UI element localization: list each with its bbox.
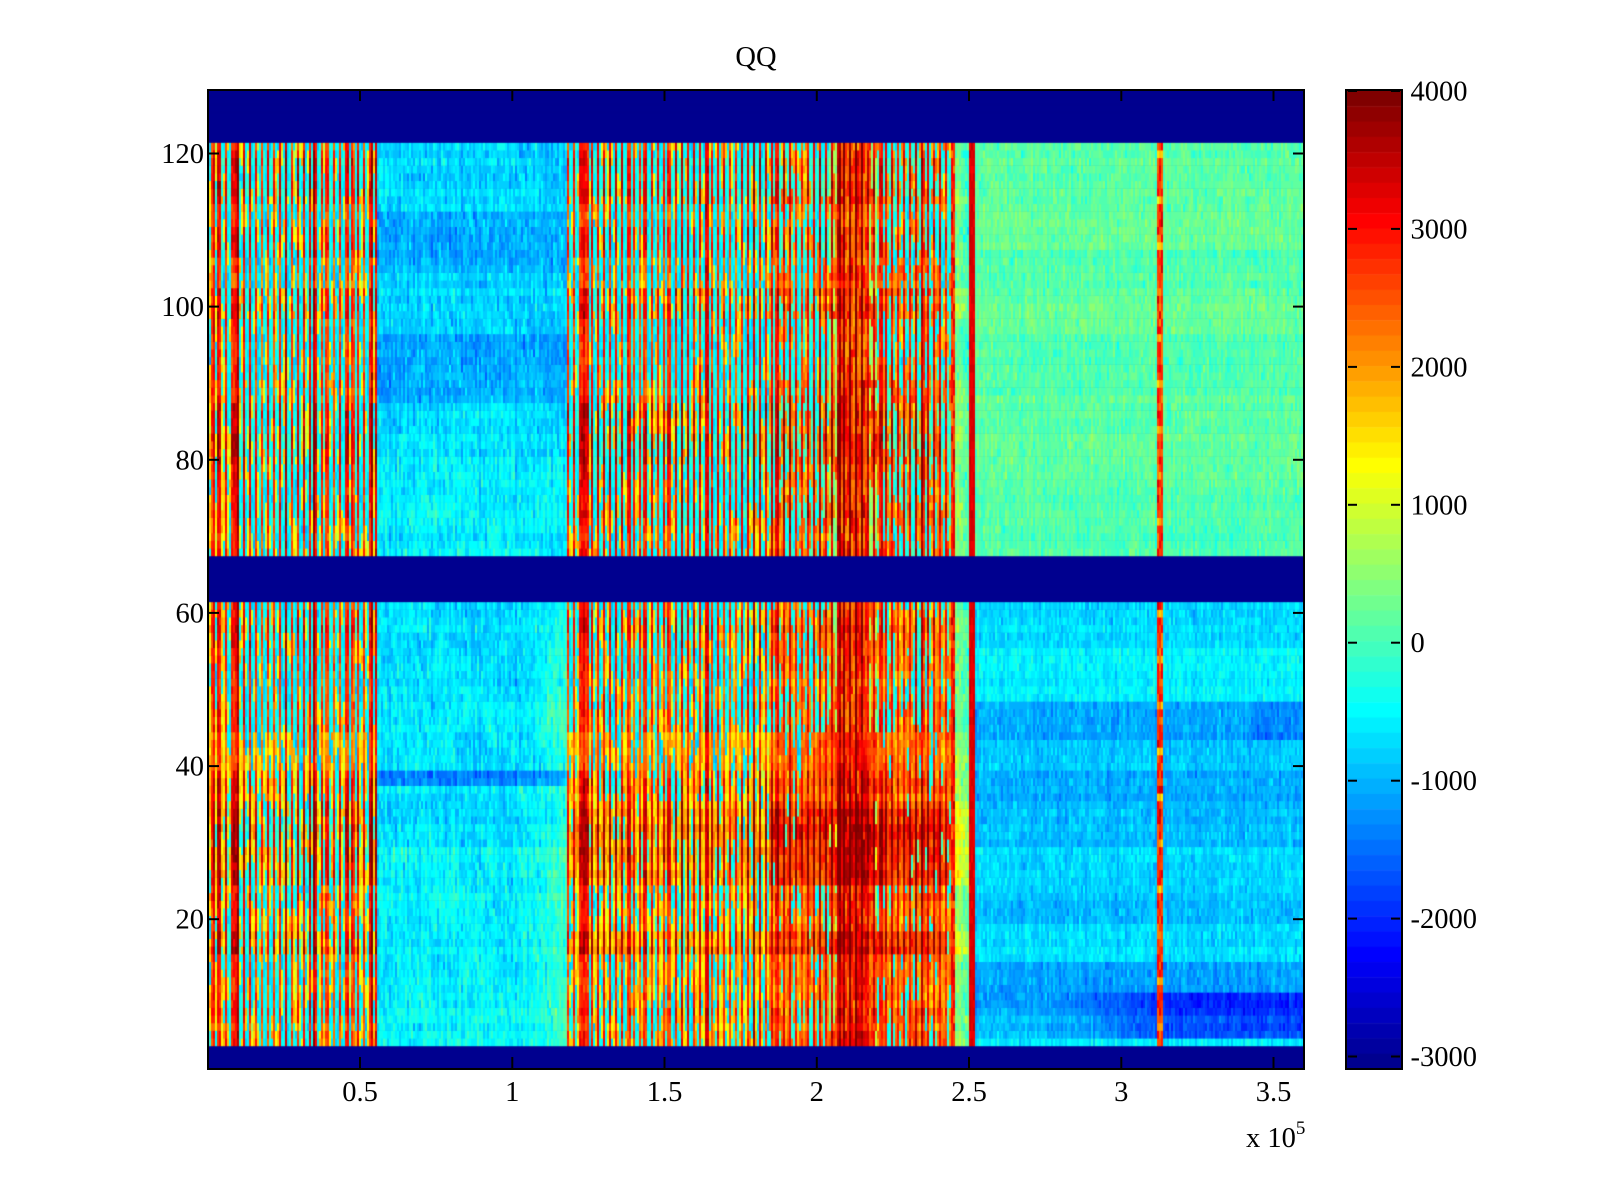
svg-text:100: 100 xyxy=(161,292,204,323)
svg-text:2.5: 2.5 xyxy=(951,1077,987,1108)
svg-text:40: 40 xyxy=(176,752,205,783)
svg-text:1: 1 xyxy=(505,1077,519,1108)
svg-text:60: 60 xyxy=(176,598,205,629)
svg-text:4000: 4000 xyxy=(1411,77,1468,108)
svg-text:0: 0 xyxy=(1411,628,1425,659)
svg-text:-1000: -1000 xyxy=(1411,766,1478,797)
svg-text:2: 2 xyxy=(810,1077,824,1108)
svg-text:x 105: x 105 xyxy=(1246,1118,1305,1154)
svg-text:-2000: -2000 xyxy=(1411,904,1478,935)
svg-text:3000: 3000 xyxy=(1411,214,1468,245)
svg-text:1000: 1000 xyxy=(1411,490,1468,521)
svg-text:0.5: 0.5 xyxy=(342,1077,378,1108)
svg-text:QQ: QQ xyxy=(735,42,777,73)
svg-text:3: 3 xyxy=(1114,1077,1128,1108)
svg-text:80: 80 xyxy=(176,445,205,476)
svg-text:120: 120 xyxy=(161,139,204,170)
svg-text:-3000: -3000 xyxy=(1411,1042,1478,1073)
svg-text:20: 20 xyxy=(176,905,205,936)
svg-text:2000: 2000 xyxy=(1411,352,1468,383)
svg-text:3.5: 3.5 xyxy=(1256,1077,1292,1108)
svg-text:1.5: 1.5 xyxy=(647,1077,683,1108)
